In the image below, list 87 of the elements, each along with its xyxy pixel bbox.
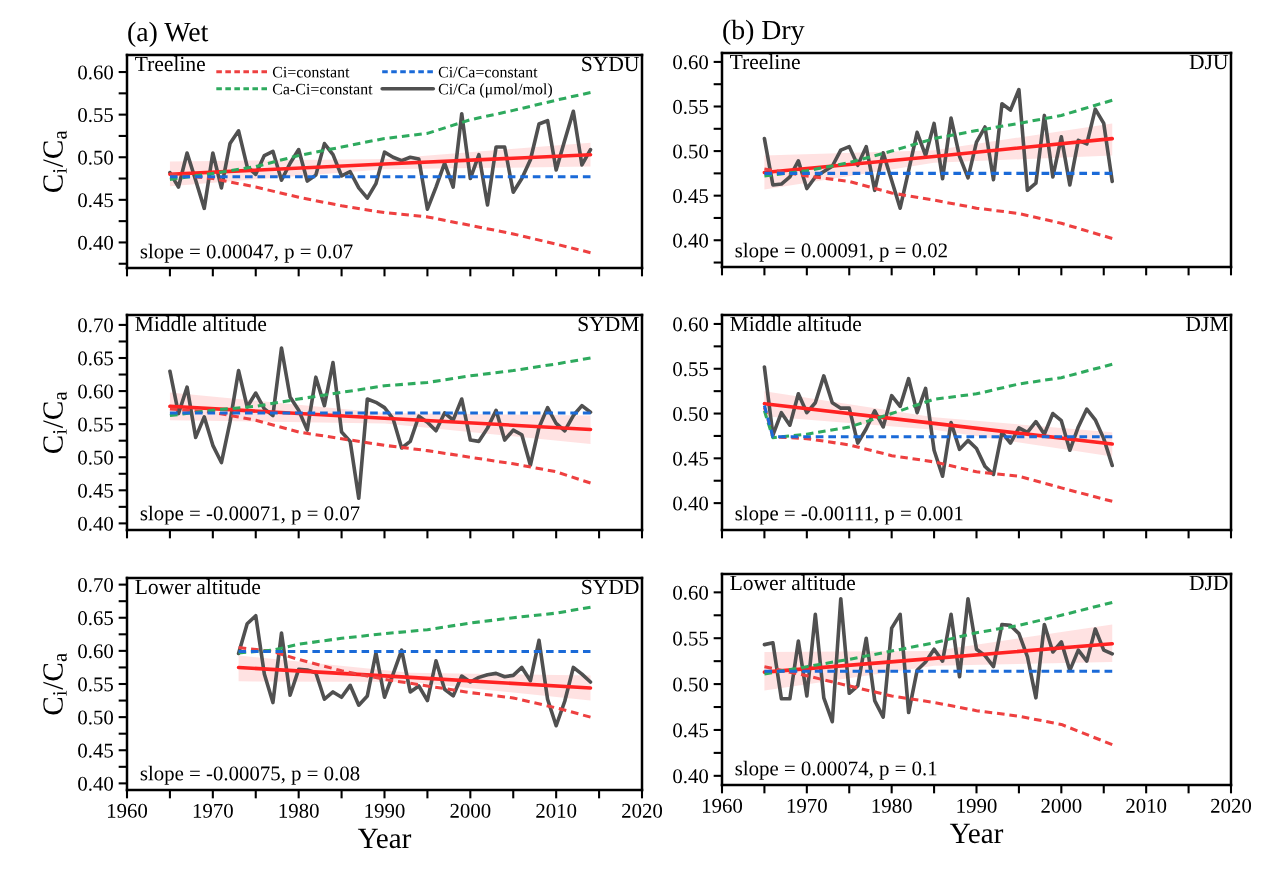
x-tick-label: 2020 <box>1211 798 1252 813</box>
annotation: DJD <box>1189 575 1228 591</box>
y-tick-label: 0.55 <box>78 677 113 692</box>
y-tick-label: 0.40 <box>78 516 114 531</box>
y-tick-label: 0.40 <box>673 496 709 511</box>
annotation: SYDD <box>582 579 639 595</box>
x-tick-label: 2010 <box>536 803 577 818</box>
x-tick-label: 2010 <box>1126 798 1167 813</box>
line-series <box>237 605 593 655</box>
x-tick-label: 2000 <box>1041 798 1082 813</box>
legend-label: Ci/Ca=constant <box>438 66 538 78</box>
y-tick-label: 0.50 <box>673 677 709 692</box>
annotation: SYDU <box>582 56 639 72</box>
annotation: Treeline <box>135 56 205 72</box>
y-tick-label: 0.45 <box>673 451 708 466</box>
annotation: slope = -0.00071, p = 0.07 <box>140 505 360 525</box>
x-axis-title: Year <box>357 828 412 849</box>
x-tick-label: 1960 <box>108 803 148 818</box>
legend-label: Ca-Ci=constant <box>272 83 373 95</box>
y-axis-title: C$_{i}$/C$_{a}$ <box>43 653 67 715</box>
y-tick-label: 0.45 <box>673 189 708 204</box>
line-series <box>762 167 1114 240</box>
y-axis-title: C$_{i}$/C$_{a}$ <box>43 130 67 193</box>
line-series <box>762 600 1114 676</box>
y-tick-label: 0.40 <box>673 769 709 784</box>
chart-title: (b) Dry <box>723 19 805 46</box>
line-series <box>762 98 1114 178</box>
annotation: slope = -0.00111, p = 0.001 <box>735 505 963 525</box>
y-tick-label: 0.55 <box>78 417 113 432</box>
x-tick-label: 1990 <box>365 803 405 818</box>
y-tick-label: 0.45 <box>673 723 708 738</box>
line-series <box>237 646 593 719</box>
y-tick-label: 0.65 <box>78 611 113 626</box>
annotation: SYDM <box>578 316 639 332</box>
annotation: slope = -0.00075, p = 0.08 <box>140 765 360 785</box>
line-series <box>762 362 1114 440</box>
annotation: Middle altitude <box>730 316 862 332</box>
line-series <box>168 356 593 418</box>
x-tick-label: 2000 <box>450 803 491 818</box>
y-tick-label: 0.50 <box>78 150 114 165</box>
y-tick-label: 0.40 <box>673 233 709 248</box>
y-axis-title: C$_{i}$/C$_{a}$ <box>43 391 67 454</box>
x-tick-label: 1980 <box>872 798 912 813</box>
y-tick-label: 0.60 <box>78 384 114 399</box>
y-tick-label: 0.40 <box>78 776 114 791</box>
y-tick-label: 0.45 <box>78 743 113 758</box>
y-tick-label: 0.60 <box>673 55 709 70</box>
y-tick-label: 0.70 <box>78 318 114 333</box>
annotation: DJU <box>1189 54 1228 70</box>
x-axis-title: Year <box>949 823 1004 844</box>
y-tick-label: 0.55 <box>673 362 708 377</box>
annotation: slope = 0.00091, p = 0.02 <box>735 242 947 262</box>
y-tick-label: 0.45 <box>78 483 113 498</box>
y-tick-label: 0.60 <box>78 65 114 80</box>
y-tick-label: 0.60 <box>673 585 709 600</box>
x-tick-label: 1970 <box>193 803 233 818</box>
y-tick-label: 0.50 <box>673 406 709 422</box>
y-tick-label: 0.40 <box>78 235 114 250</box>
y-tick-label: 0.65 <box>78 351 113 366</box>
annotation: DJM <box>1186 316 1228 332</box>
annotation: Lower altitude <box>730 575 856 591</box>
y-tick-label: 0.55 <box>673 99 708 115</box>
x-tick-label: 1960 <box>703 798 743 813</box>
y-tick-label: 0.70 <box>78 578 114 593</box>
y-tick-label: 0.55 <box>673 631 708 646</box>
line-series <box>762 405 1114 503</box>
legend-label: Ci/Ca (μmol/mol) <box>438 83 552 98</box>
y-tick-label: 0.60 <box>78 644 114 659</box>
x-tick-label: 1970 <box>787 798 827 813</box>
y-tick-label: 0.50 <box>673 144 709 159</box>
legend-label: Ci=constant <box>272 66 350 78</box>
y-tick-label: 0.60 <box>673 317 709 332</box>
annotation: slope = 0.00047, p = 0.07 <box>140 243 353 263</box>
y-tick-label: 0.50 <box>78 710 114 725</box>
y-tick-label: 0.55 <box>78 108 113 123</box>
chart-title: (a) Wet <box>128 21 209 48</box>
annotation: Middle altitude <box>135 316 267 332</box>
x-tick-label: 2020 <box>622 803 663 818</box>
annotation: Lower altitude <box>135 579 261 595</box>
y-tick-label: 0.45 <box>78 193 113 208</box>
x-tick-label: 1990 <box>957 798 997 813</box>
line-series <box>762 665 1114 747</box>
annotation: slope = 0.00074, p = 0.1 <box>735 760 937 780</box>
x-tick-label: 1980 <box>279 803 319 818</box>
y-tick-label: 0.50 <box>78 450 114 465</box>
line-series <box>168 407 593 485</box>
annotation: Treeline <box>730 54 800 70</box>
